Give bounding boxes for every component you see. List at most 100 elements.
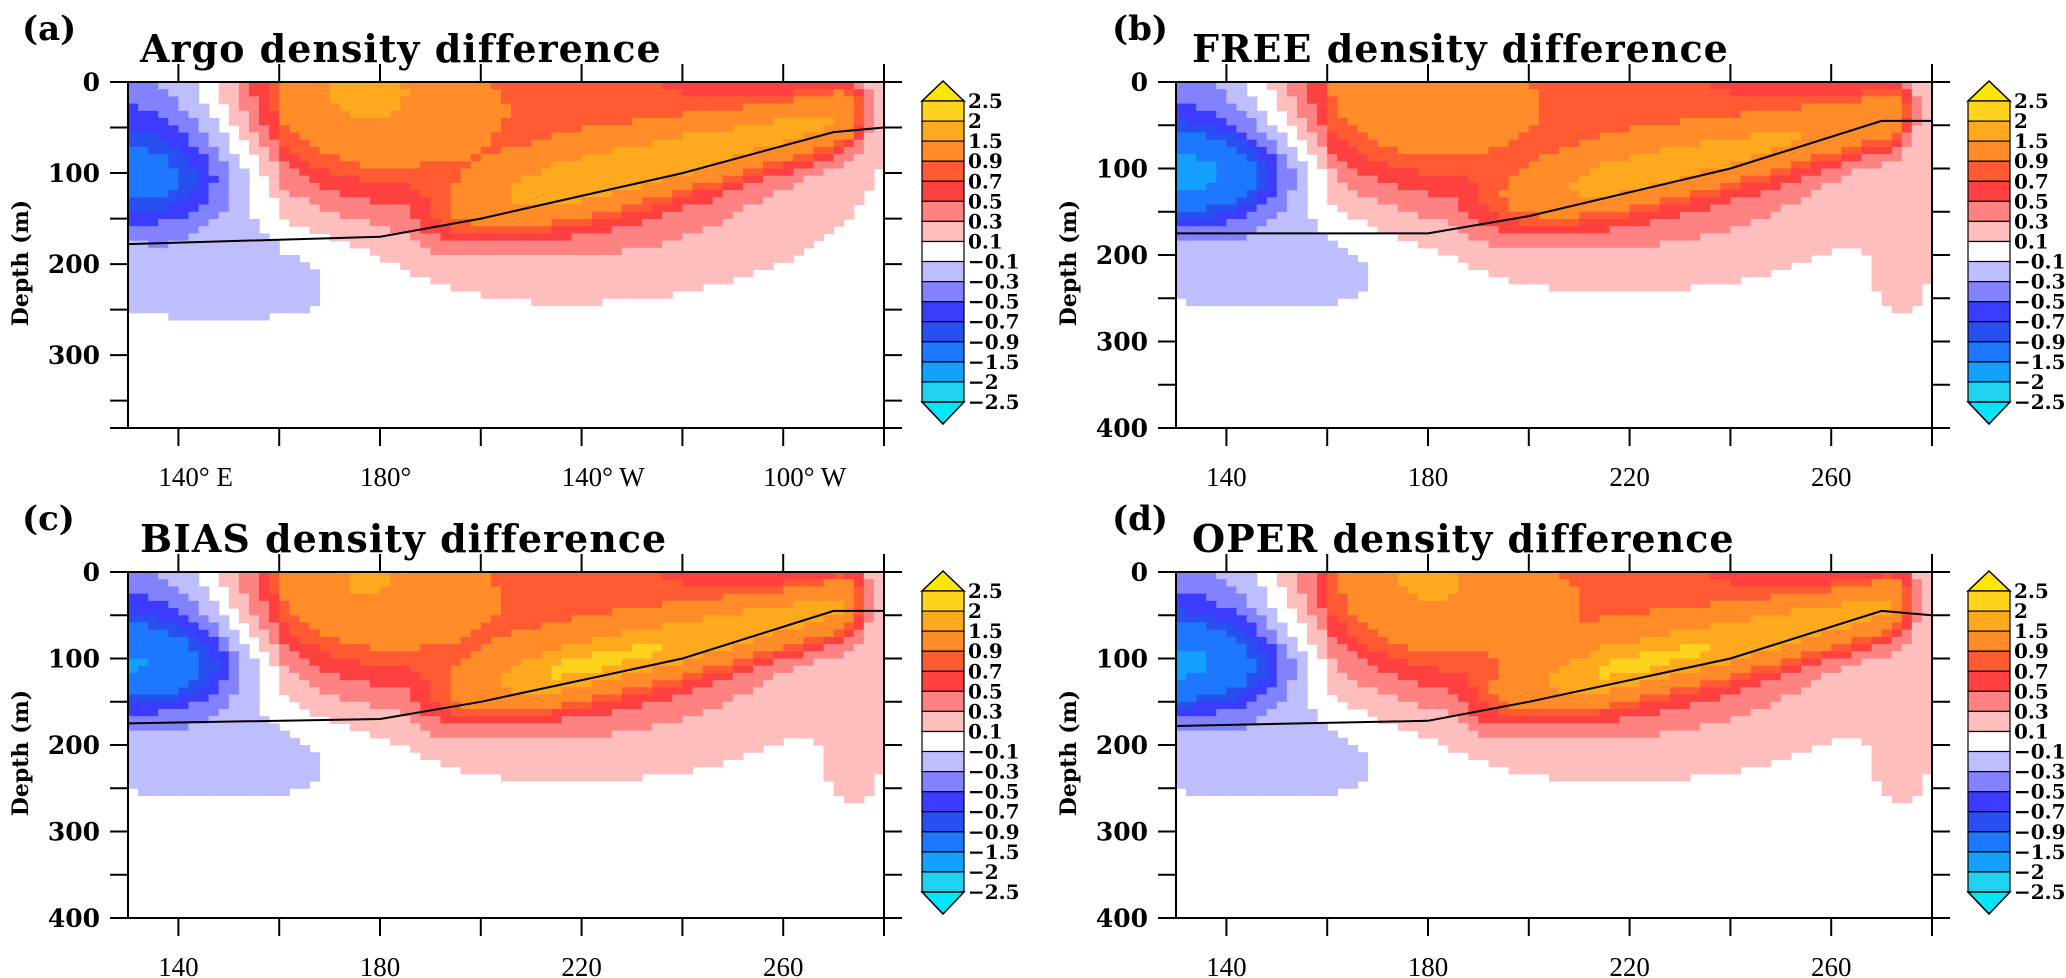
heatmap-cell: [1448, 219, 1459, 227]
heatmap-cell: [1811, 110, 1822, 119]
heatmap-cell: [732, 161, 744, 170]
heatmap-cell: [269, 182, 280, 191]
heatmap-cell: [853, 182, 865, 191]
heatmap-cell: [1921, 219, 1933, 227]
heatmap-cell: [440, 190, 452, 198]
heatmap-cell: [1891, 283, 1903, 292]
heatmap-cell: [1226, 103, 1238, 112]
heatmap-cell: [299, 773, 311, 782]
heatmap-cell: [269, 175, 280, 184]
heatmap-cell: [742, 103, 754, 112]
heatmap-cell: [1508, 175, 1520, 184]
heatmap-cell: [1740, 190, 1752, 198]
heatmap-cell: [1387, 175, 1399, 184]
heatmap-cell: [1206, 255, 1217, 263]
heatmap-cell: [611, 154, 623, 162]
heatmap-cell: [1377, 110, 1389, 119]
heatmap-cell: [128, 168, 139, 177]
heatmap-cell: [238, 168, 250, 177]
heatmap-cell: [420, 608, 431, 616]
heatmap-cell: [1428, 96, 1439, 105]
colorbar-box: [1967, 301, 2011, 323]
heatmap-cell: [420, 197, 431, 206]
heatmap-cell: [1498, 146, 1510, 155]
heatmap-cell: [541, 298, 552, 307]
heatmap-cell: [1549, 269, 1560, 278]
heatmap-cell: [299, 110, 311, 119]
heatmap-cell: [380, 709, 391, 717]
heatmap-cell: [1901, 132, 1913, 141]
heatmap-cell: [1387, 226, 1399, 234]
heatmap-cell: [1297, 103, 1308, 112]
heatmap-cell: [1176, 89, 1187, 97]
heatmap-cell: [1881, 82, 1893, 90]
heatmap-cell: [652, 197, 663, 206]
heatmap-cell: [1740, 96, 1752, 105]
heatmap-cell: [420, 175, 431, 184]
colorbar-triangle-top: [920, 79, 966, 102]
heatmap-cell: [763, 132, 774, 141]
heatmap-cell: [188, 211, 200, 220]
heatmap-cell: [1871, 182, 1883, 191]
heatmap-cell: [591, 197, 603, 206]
heatmap-cell: [1518, 247, 1530, 256]
heatmap-cell: [1891, 82, 1903, 90]
heatmap-cell: [1518, 125, 1530, 134]
heatmap-cell: [390, 672, 401, 681]
heatmap-cell: [1680, 118, 1691, 126]
heatmap-cell: [853, 110, 865, 119]
colorbar: 2.521.50.90.70.50.30.1−0.1−0.3−0.5−0.7−0…: [1966, 79, 2066, 426]
heatmap-cell: [1276, 139, 1288, 148]
heatmap-cell: [873, 146, 885, 155]
heatmap-cell: [1609, 89, 1621, 97]
heatmap-cell: [329, 139, 341, 148]
heatmap-cell: [712, 139, 724, 148]
heatmap-cell: [1871, 89, 1883, 97]
heatmap-cell: [349, 197, 361, 206]
heatmap-cell: [1720, 197, 1731, 206]
heatmap-cell: [168, 644, 179, 652]
heatmap-cell: [1790, 211, 1802, 220]
heatmap-cell: [642, 118, 653, 126]
heatmap-cell: [1891, 132, 1903, 141]
heatmap-cell: [1639, 125, 1651, 134]
heatmap-cell: [541, 247, 552, 256]
heatmap-cell: [1256, 190, 1268, 198]
heatmap-cell: [1579, 103, 1590, 112]
heatmap-cell: [480, 190, 492, 198]
heatmap-cell: [632, 276, 643, 285]
heatmap-cell: [1226, 89, 1238, 97]
heatmap-cell: [1337, 262, 1348, 270]
heatmap-cell: [783, 154, 794, 162]
heatmap-cell: [168, 615, 179, 624]
heatmap-cell: [269, 651, 280, 660]
heatmap-cell: [1428, 154, 1439, 162]
heatmap-cell: [208, 146, 220, 155]
heatmap-cell: [541, 139, 552, 148]
heatmap-cell: [299, 651, 311, 660]
heatmap-cell: [1538, 175, 1550, 184]
heatmap-cell: [208, 745, 220, 753]
heatmap-cell: [1569, 118, 1580, 126]
heatmap-cell: [319, 154, 331, 162]
heatmap-cell: [420, 593, 431, 602]
heatmap-cell: [1750, 89, 1762, 97]
heatmap-cell: [1911, 262, 1923, 270]
heatmap-cell: [1307, 291, 1318, 299]
heatmap-cell: [1347, 211, 1359, 220]
heatmap-cell: [1669, 247, 1681, 256]
heatmap-cell: [1599, 247, 1611, 256]
heatmap-cell: [390, 240, 401, 249]
heatmap-cell: [561, 82, 573, 90]
contour-fill: [128, 572, 885, 804]
colorbar-label: −2.5: [2014, 390, 2066, 414]
heatmap-cell: [1387, 139, 1399, 148]
heatmap-cell: [420, 204, 431, 213]
heatmap-cell: [1609, 132, 1621, 141]
heatmap-cell: [1538, 154, 1550, 162]
heatmap-cell: [1579, 125, 1590, 134]
colorbar-label: −1.5: [968, 350, 1020, 374]
heatmap-cell: [672, 182, 683, 191]
heatmap-cell: [410, 219, 421, 227]
heatmap-cell: [1307, 226, 1318, 234]
